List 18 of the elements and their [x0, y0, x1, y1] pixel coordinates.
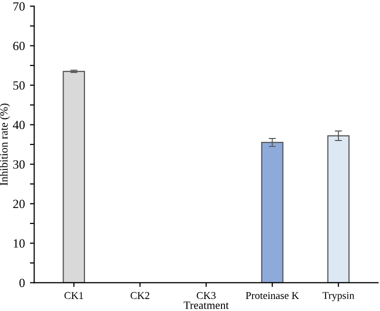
- x-tick-label: CK3: [196, 292, 216, 300]
- y-tick-label: 60: [13, 42, 25, 50]
- y-tick-label: 10: [14, 239, 25, 248]
- y-tick-label: 50: [13, 81, 25, 90]
- y-tick-label: 30: [13, 160, 25, 169]
- x-tick-label: CK1: [64, 292, 84, 300]
- y-tick-label: 0: [19, 278, 25, 288]
- x-tick-label: Proteinase K: [246, 292, 299, 300]
- y-tick-label: 20: [13, 200, 25, 208]
- x-tick-label: Trypsin: [322, 292, 354, 302]
- y-tick-label: 40: [12, 120, 25, 130]
- y-tick-label: 70: [13, 2, 25, 11]
- y-axis-title: Inhibition rate (%): [0, 104, 10, 186]
- bar: [261, 142, 284, 283]
- bar: [62, 70, 86, 283]
- x-tick-label: CK2: [130, 292, 150, 300]
- bar: [327, 135, 350, 283]
- x-axis-title: Treatment: [184, 302, 229, 309]
